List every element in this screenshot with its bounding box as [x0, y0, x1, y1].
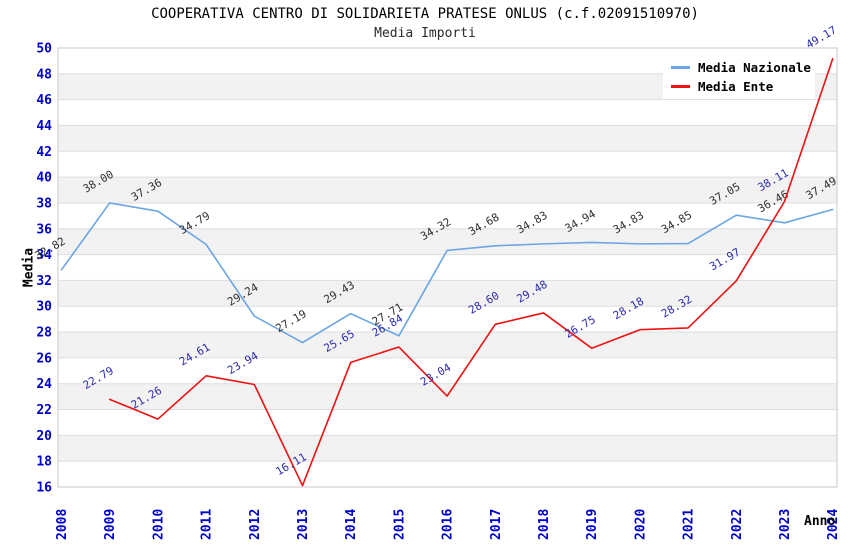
legend-item-media-nazionale: Media Nazionale [671, 58, 811, 77]
x-tick-label: 2014 [344, 509, 359, 540]
y-tick-label: 40 [36, 171, 52, 186]
x-tick-label: 2012 [248, 509, 263, 540]
y-tick-label: 24 [36, 377, 52, 392]
x-tick-label: 2020 [633, 509, 648, 540]
legend-label-media-ente: Media Ente [698, 79, 774, 94]
grid-band [58, 357, 837, 384]
x-tick-label: 2018 [537, 509, 552, 540]
chart-subtitle: Media Importi [374, 26, 476, 41]
x-tick-label: 2023 [778, 509, 793, 540]
y-tick-label: 34 [36, 248, 52, 263]
grid-band [58, 306, 837, 333]
y-tick-label: 30 [36, 300, 52, 315]
grid-band [58, 99, 837, 126]
y-tick-label: 36 [36, 222, 52, 237]
x-tick-label: 2010 [151, 509, 166, 540]
x-tick-label: 2022 [730, 509, 745, 540]
media-nazionale-line-swatch-icon [671, 66, 690, 69]
legend-item-media-ente: Media Ente [671, 77, 811, 96]
x-tick-label: 2013 [296, 509, 311, 540]
y-tick-label: 44 [36, 119, 52, 134]
grid-band [58, 151, 837, 178]
media-nazionale-line [60, 202, 834, 344]
x-tick-label: 2015 [392, 509, 407, 540]
grid-band [58, 435, 837, 462]
y-tick-label: 18 [36, 455, 52, 470]
grid-band [58, 125, 837, 152]
media-ente-line [108, 57, 834, 487]
y-tick-label: 22 [36, 403, 52, 418]
x-tick-label: 2011 [200, 509, 215, 540]
grid-band [58, 409, 837, 436]
x-tick-label: 2017 [489, 509, 504, 540]
x-tick-label: 2021 [682, 509, 697, 540]
grid-band [58, 202, 837, 229]
y-tick-label: 32 [36, 274, 52, 289]
y-tick-label: 26 [36, 351, 52, 366]
media-ente-data-label: 49.17 [804, 23, 839, 51]
y-axis-title: Media [21, 247, 37, 288]
grid-band [58, 254, 837, 281]
y-tick-label: 42 [36, 145, 52, 160]
y-tick-label: 38 [36, 196, 52, 211]
x-tick-label: 2019 [585, 509, 600, 540]
media-ente-line-swatch-icon [671, 85, 690, 88]
y-tick-label: 20 [36, 429, 52, 444]
legend: Media Nazionale Media Ente [663, 55, 815, 99]
x-tick-label: 2016 [441, 509, 456, 540]
grid-band [58, 280, 837, 307]
x-tick-label: 2008 [55, 509, 70, 540]
y-tick-label: 50 [36, 42, 52, 57]
y-tick-label: 16 [36, 481, 52, 496]
y-tick-label: 28 [36, 326, 52, 341]
x-tick-label: 2009 [103, 509, 118, 540]
grid-band [58, 461, 837, 487]
x-tick-label: 2024 [826, 509, 841, 540]
y-tick-label: 46 [36, 93, 52, 108]
chart-title: COOPERATIVA CENTRO DI SOLIDARIETA PRATES… [151, 6, 699, 22]
grid-band [58, 332, 837, 358]
plot-border [57, 47, 838, 488]
legend-label-media-nazionale: Media Nazionale [698, 60, 811, 75]
x-axis-title: Anno [804, 514, 836, 529]
y-tick-label: 48 [36, 67, 52, 82]
grid-band [58, 177, 837, 203]
